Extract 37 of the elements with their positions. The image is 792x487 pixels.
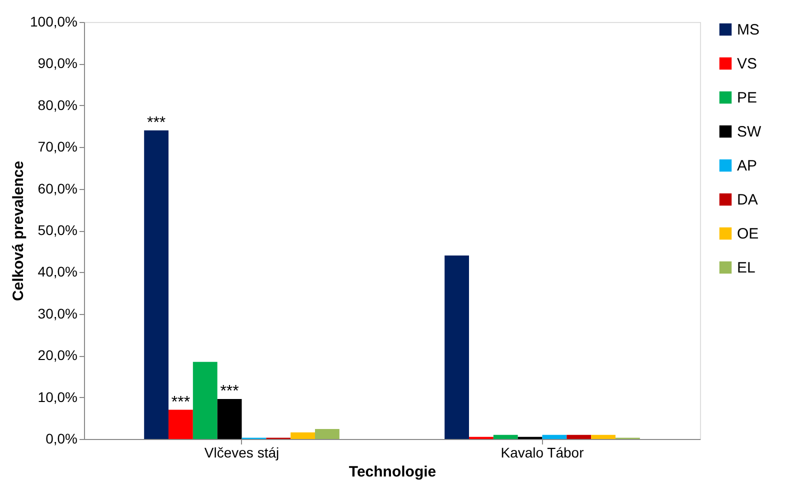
y-tick-label: 50,0% [38, 222, 78, 238]
legend-label: DA [737, 192, 758, 208]
bar [566, 434, 592, 439]
legend-label: AP [737, 158, 758, 174]
x-tick-label: Kavalo Tábor [500, 444, 584, 460]
bar [168, 410, 193, 439]
bar [192, 362, 218, 439]
y-tick-label: 70,0% [38, 138, 78, 155]
y-tick-label: 60,0% [38, 180, 78, 196]
legend-label: PE [737, 90, 758, 106]
legend-label: EL [737, 260, 756, 276]
legend-label: VS [737, 56, 758, 72]
legend-label: OE [737, 226, 759, 242]
y-tick-label: 90,0% [38, 55, 78, 72]
bar [542, 434, 567, 439]
legend-label: MS [737, 22, 760, 38]
y-tick-label: 40,0% [38, 264, 78, 280]
y-tick-label: 80,0% [38, 96, 78, 113]
x-tick-label: Vlčeves stáj [204, 444, 280, 460]
y-axis-title: Celková prevalence [10, 160, 28, 302]
legend-label: SW [737, 124, 762, 140]
bar [144, 130, 169, 439]
bar [444, 256, 469, 439]
data-label: *** [220, 382, 239, 400]
bar [591, 434, 616, 439]
y-tick-label: 0,0% [46, 430, 78, 446]
bar [493, 434, 518, 439]
bar [217, 398, 242, 439]
x-axis-title: Technologie [348, 464, 436, 480]
data-label: *** [146, 114, 166, 132]
y-tick-label: 10,0% [38, 388, 78, 405]
y-tick-label: 20,0% [38, 347, 78, 364]
bar [290, 432, 315, 439]
y-tick-label: 100,0% [30, 14, 78, 30]
y-tick-label: 30,0% [38, 305, 78, 322]
bar [315, 428, 340, 439]
data-label: *** [171, 394, 190, 411]
